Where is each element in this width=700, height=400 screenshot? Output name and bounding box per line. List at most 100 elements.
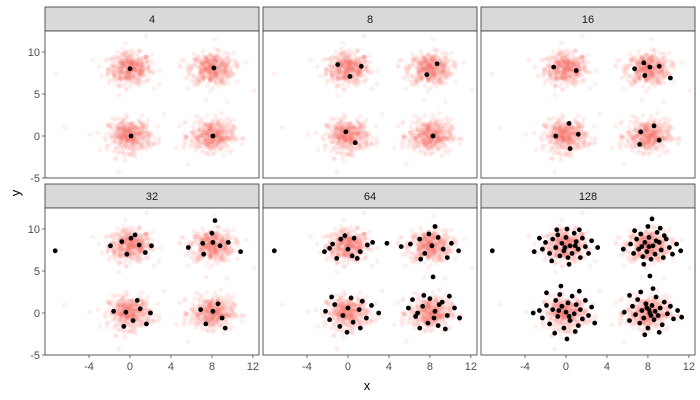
cloud-point xyxy=(433,70,439,76)
cloud-point xyxy=(208,62,213,67)
cloud-point xyxy=(340,158,346,163)
cloud-point xyxy=(144,123,150,128)
cloud-point xyxy=(427,63,433,68)
cloud-point xyxy=(647,56,653,61)
cloud-point xyxy=(222,126,228,131)
cloud-point xyxy=(128,121,134,127)
cloud-point xyxy=(568,75,573,81)
cloud-point xyxy=(425,126,430,132)
cloud-point xyxy=(579,54,584,60)
cloud-point xyxy=(150,141,156,147)
cloud-point xyxy=(341,73,346,78)
cloud-point xyxy=(638,74,643,80)
cloud-point xyxy=(654,68,660,74)
cloud-point xyxy=(353,126,359,131)
cloud-point xyxy=(429,138,434,144)
cloud-point xyxy=(350,125,356,131)
cloud-point xyxy=(437,56,443,62)
cloud-point xyxy=(560,134,565,139)
cloud-point xyxy=(571,139,577,145)
cloud-point xyxy=(354,59,359,64)
cloud-point xyxy=(431,149,437,154)
cloud-point xyxy=(437,77,443,82)
cloud-point xyxy=(421,67,426,72)
cloud-point xyxy=(582,131,587,136)
cloud-point xyxy=(221,62,226,67)
cloud-point xyxy=(199,57,204,62)
cloud-point xyxy=(122,124,127,129)
cloud-point xyxy=(357,122,363,127)
cloud-point xyxy=(419,132,425,138)
cloud-point xyxy=(126,53,131,59)
cloud-point xyxy=(421,136,426,142)
cloud-point xyxy=(220,138,225,143)
cloud-point xyxy=(213,57,218,63)
cloud-point xyxy=(428,56,434,61)
cloud-point xyxy=(131,153,137,158)
cloud-point xyxy=(578,54,584,59)
cloud-point xyxy=(140,80,145,86)
cloud-point xyxy=(453,61,459,66)
cloud-point xyxy=(202,141,208,146)
cloud-point xyxy=(559,127,564,133)
cloud-point xyxy=(560,76,566,81)
cloud-point xyxy=(332,127,337,132)
cloud-point xyxy=(442,129,447,134)
cloud-point xyxy=(642,128,647,133)
cloud-point xyxy=(412,136,417,142)
cloud-point xyxy=(557,151,562,156)
cloud-point xyxy=(116,125,122,130)
cloud-point xyxy=(355,71,361,77)
cloud-point xyxy=(205,150,211,155)
cloud-point xyxy=(358,121,363,126)
cloud-point xyxy=(585,52,591,58)
cloud-point xyxy=(218,80,224,86)
cloud-point xyxy=(221,123,227,128)
cloud-point xyxy=(579,139,584,144)
cloud-point xyxy=(437,123,442,129)
cloud-point xyxy=(117,125,122,131)
cloud-point xyxy=(435,133,441,138)
cloud-point xyxy=(649,130,655,136)
cloud-point xyxy=(632,135,638,141)
cloud-point xyxy=(122,74,128,80)
cloud-point xyxy=(335,83,341,88)
cloud-point xyxy=(343,69,348,74)
cloud-point xyxy=(116,83,122,88)
cloud-point xyxy=(355,132,361,137)
cloud-point xyxy=(557,83,562,88)
cloud-point xyxy=(412,77,417,82)
cloud-point xyxy=(118,71,124,76)
cloud-point xyxy=(638,65,644,70)
cloud-point xyxy=(214,54,219,60)
cloud-point xyxy=(570,64,575,70)
cloud-point xyxy=(108,124,114,130)
cloud-point xyxy=(345,134,350,139)
cloud-point xyxy=(137,79,143,85)
cloud-point xyxy=(146,142,151,148)
cloud-point xyxy=(139,142,144,147)
cloud-point xyxy=(123,139,128,145)
cloud-point xyxy=(441,117,447,122)
cloud-point xyxy=(226,58,232,63)
cloud-point xyxy=(336,140,342,145)
cloud-point xyxy=(202,142,207,147)
cloud-point xyxy=(347,64,353,70)
cloud-point xyxy=(572,134,577,139)
cloud-point xyxy=(207,125,212,130)
cloud-point xyxy=(404,71,410,76)
cloud-point xyxy=(558,142,564,148)
cloud-point xyxy=(117,63,123,69)
cloud-point xyxy=(559,50,565,56)
cloud-point xyxy=(554,55,559,61)
cloud-point xyxy=(436,133,441,139)
cloud-point xyxy=(420,137,425,143)
cloud-point xyxy=(343,70,349,76)
cloud-point xyxy=(564,73,569,79)
cloud-point xyxy=(105,56,111,62)
cloud-point xyxy=(413,138,419,144)
cloud-point xyxy=(546,71,552,76)
cloud-point xyxy=(214,132,220,137)
cloud-point xyxy=(129,139,135,144)
cloud-point xyxy=(560,59,565,64)
